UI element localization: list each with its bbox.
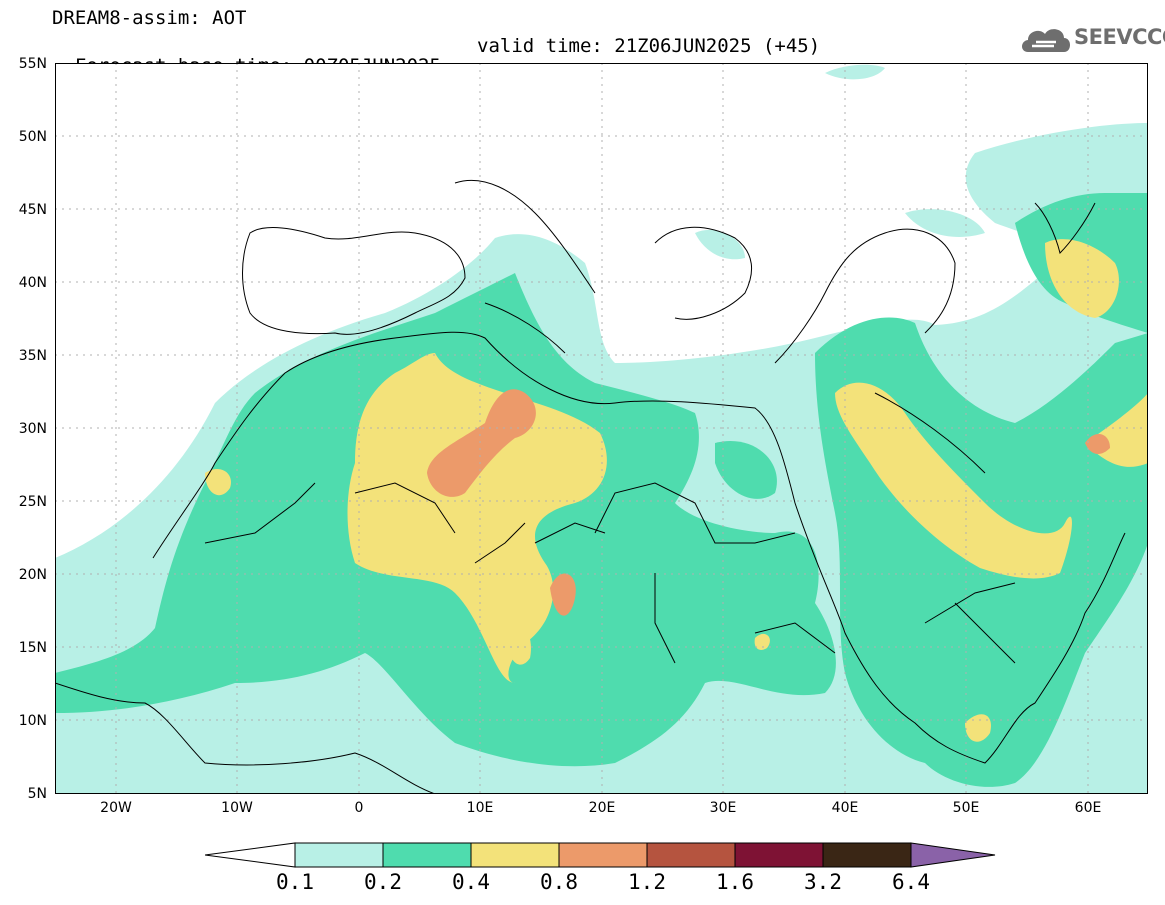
lon-label: 20W [100, 800, 132, 816]
colorbar-label: 0.4 [452, 870, 490, 894]
colorbar-label: 0.8 [540, 870, 578, 894]
lon-label: 60E [1074, 800, 1102, 816]
colorbar-swatch [558, 842, 648, 868]
aot-band-0.4 [205, 239, 1148, 742]
logo-text: SEEVCCC [1074, 25, 1165, 49]
lat-label: 35N [18, 348, 47, 364]
lat-label: 50N [18, 129, 47, 145]
lon-label: 40E [831, 800, 859, 816]
lat-label: 25N [18, 494, 47, 510]
graticule [55, 63, 1148, 794]
map-frame [55, 63, 1148, 794]
seevccc-logo: SEEVCCC [1018, 22, 1165, 56]
lat-label: 10N [18, 713, 47, 729]
colorbar-swatch [646, 842, 736, 868]
map-title: DREAM8-assim: AOT [52, 7, 247, 29]
colorbar-label: 1.6 [716, 870, 754, 894]
colorbar-label: 6.4 [892, 870, 930, 894]
aot-band-0.8 [427, 389, 1110, 616]
valid-time: valid time: 21Z06JUN2025 (+45) [477, 35, 821, 57]
colorbar-label: 0.2 [364, 870, 402, 894]
colorbar-over-arrow [910, 842, 996, 868]
colorbar-swatch [734, 842, 824, 868]
colorbar-label: 0.1 [276, 870, 314, 894]
lat-label: 55N [18, 56, 47, 72]
lat-label: 40N [18, 275, 47, 291]
lat-label: 5N [27, 786, 47, 802]
lat-label: 15N [18, 640, 47, 656]
lat-label: 20N [18, 567, 47, 583]
colorbar-swatch [470, 842, 560, 868]
lon-label: 10E [466, 800, 494, 816]
colorbar-swatch [382, 842, 472, 868]
colorbar-label: 3.2 [804, 870, 842, 894]
lon-label: 20E [588, 800, 616, 816]
lon-label: 50E [952, 800, 980, 816]
cloud-logo-icon [1022, 29, 1070, 52]
colorbar-under-arrow [205, 842, 296, 868]
lon-label: 0 [354, 800, 364, 816]
colorbar-label: 1.2 [628, 870, 666, 894]
coastlines [55, 179, 1126, 794]
aot-map [55, 63, 1148, 794]
colorbar [205, 842, 996, 868]
lat-label: 45N [18, 202, 47, 218]
lon-label: 30E [709, 800, 737, 816]
lon-label: 10W [221, 800, 253, 816]
colorbar-swatch [294, 842, 384, 868]
colorbar-swatch [822, 842, 912, 868]
lat-label: 30N [18, 421, 47, 437]
